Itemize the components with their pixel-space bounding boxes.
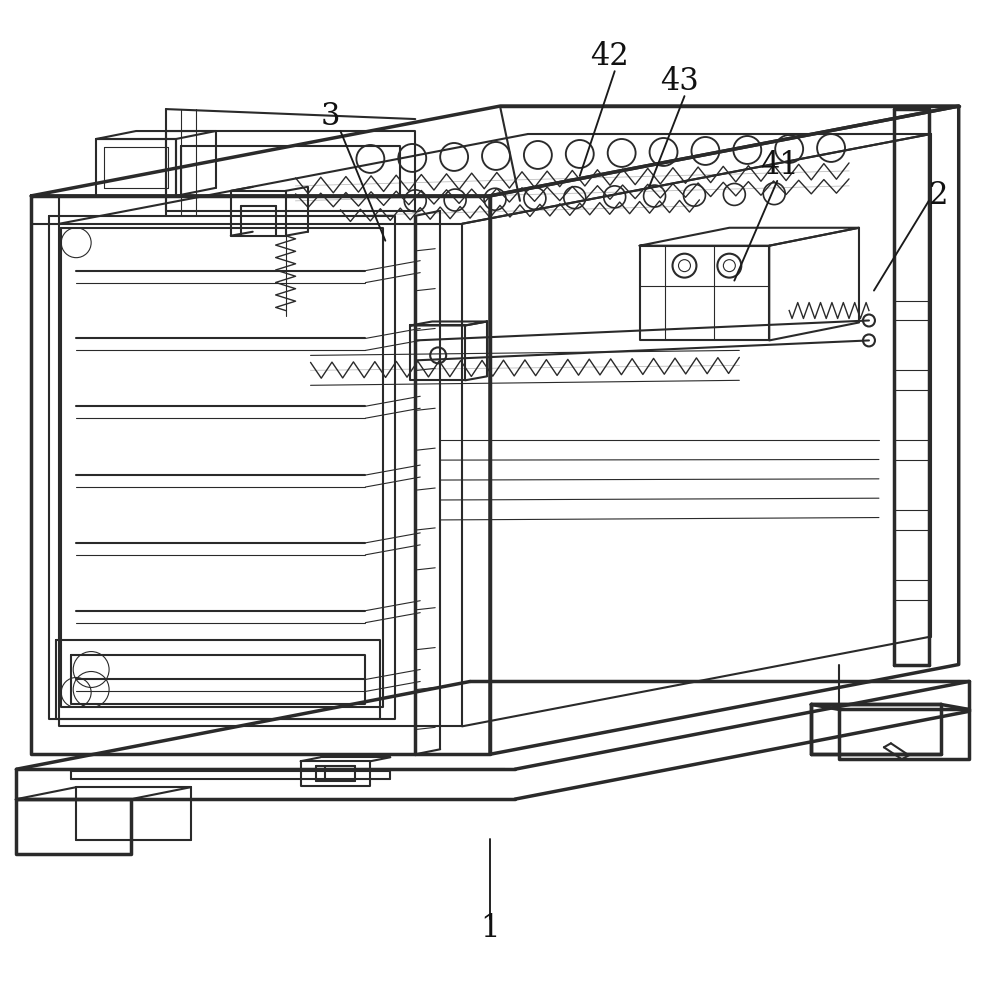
Text: 1: 1 [480, 913, 500, 944]
Text: 43: 43 [660, 65, 699, 97]
Text: 42: 42 [590, 41, 629, 72]
Text: 3: 3 [321, 101, 340, 132]
Text: 2: 2 [929, 180, 949, 212]
Text: 41: 41 [760, 150, 799, 181]
